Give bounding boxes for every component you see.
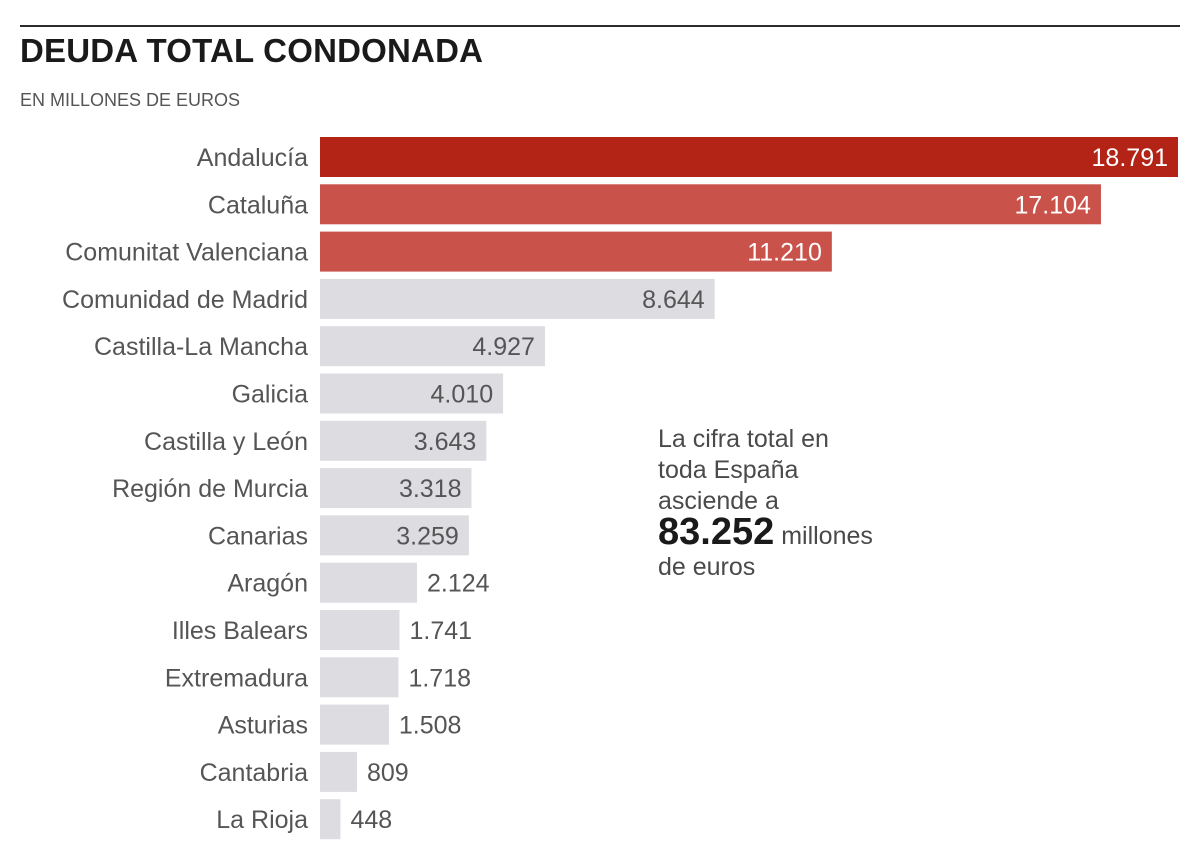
value-label-3: 8.644 (642, 286, 705, 314)
chart-subtitle: EN MILLONES DE EUROS (20, 90, 241, 110)
value-label-0: 18.791 (1092, 144, 1168, 172)
bar-8 (320, 515, 469, 556)
annotation-line-1: La cifra total en (658, 425, 829, 453)
category-label-12: Asturias (218, 712, 308, 740)
annotation-line-3: asciende a (658, 487, 779, 515)
total-value: 83.252 (658, 511, 775, 553)
value-label-8: 3.259 (396, 522, 459, 550)
value-label-12: 1.508 (399, 712, 462, 740)
category-label-13: Cantabria (200, 759, 308, 787)
category-label-6: Castilla y León (144, 428, 308, 456)
bar-4 (320, 326, 545, 367)
value-label-14: 448 (350, 806, 392, 834)
category-label-7: Región de Murcia (112, 475, 308, 503)
bar-12 (320, 704, 389, 745)
bar-3 (320, 278, 715, 319)
annotation-total-line: 83.252 millones (658, 513, 958, 552)
category-label-0: Andalucía (197, 144, 308, 172)
annotation-line-2: toda España (658, 456, 799, 484)
bar-1 (320, 184, 1101, 225)
bar-14 (320, 799, 341, 840)
value-label-2: 11.210 (747, 239, 822, 267)
category-label-1: Cataluña (208, 191, 308, 219)
value-label-5: 4.010 (431, 381, 494, 409)
category-label-5: Galicia (232, 381, 309, 409)
value-label-6: 3.643 (414, 428, 477, 456)
bar-6 (320, 420, 487, 461)
category-label-3: Comunidad de Madrid (62, 286, 308, 314)
category-label-8: Canarias (208, 522, 308, 550)
bar-13 (320, 751, 357, 792)
total-annotation: La cifra total en toda España asciende a… (658, 424, 958, 583)
bar-11 (320, 657, 399, 698)
value-label-1: 17.104 (1015, 191, 1092, 219)
value-label-4: 4.927 (472, 333, 535, 361)
bar-9 (320, 562, 417, 603)
bar-10 (320, 610, 400, 650)
category-label-14: La Rioja (216, 806, 308, 834)
category-label-11: Extremadura (165, 664, 308, 692)
annotation-line-5: de euros (658, 553, 756, 581)
value-label-7: 3.318 (399, 475, 462, 503)
bar-5 (320, 373, 504, 414)
value-label-9: 2.124 (427, 570, 490, 598)
category-label-2: Comunitat Valenciana (65, 239, 308, 267)
bar-7 (320, 468, 472, 509)
chart-title: DEUDA TOTAL CONDONADA (20, 32, 484, 69)
category-label-10: Illes Balears (172, 617, 308, 645)
value-label-13: 809 (367, 759, 409, 787)
bar-2 (320, 231, 832, 272)
bar-0 (320, 137, 1178, 177)
top-rule (20, 25, 1180, 27)
value-label-10: 1.741 (409, 617, 472, 645)
total-unit: millones (781, 522, 873, 550)
category-label-4: Castilla-La Mancha (94, 333, 308, 361)
value-label-11: 1.718 (408, 664, 471, 692)
category-label-9: Aragón (227, 570, 308, 598)
